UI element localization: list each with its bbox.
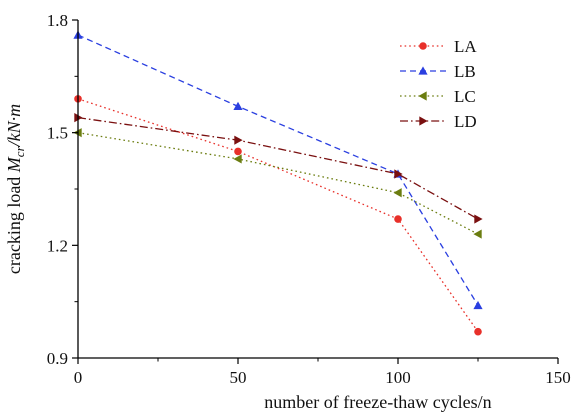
series-ld [74,113,483,224]
legend-item-la: LA [400,37,477,56]
x-tick-label: 150 [545,368,571,387]
data-point-la [394,215,402,223]
series-line-ld [77,117,479,220]
legend-marker [418,66,428,75]
y-tick-label: 1.8 [47,11,68,30]
data-point-lc [233,154,242,164]
legend-label: LA [454,37,477,56]
legend-item-lb: LB [400,62,476,81]
data-point-lb [233,101,243,111]
legend: LA LB LC LD [400,37,477,131]
y-axis-title: cracking load Mcr/kN·m [4,104,27,274]
y-tick-label: 0.9 [47,349,68,368]
legend-marker [418,91,427,101]
data-point-lc [393,188,402,198]
data-point-ld [394,169,403,179]
x-tick-label: 50 [230,368,247,387]
legend-label: LC [454,87,476,106]
data-point-lc [473,229,482,239]
data-point-ld [474,214,483,224]
axes: 0 50 100 150 0.9 1.2 1.5 1.8 [47,11,571,387]
legend-item-ld: LD [400,112,477,131]
y-tick-label: 1.5 [47,124,68,143]
legend-label: LB [454,62,476,81]
legend-marker [419,42,427,50]
series-lc [73,128,482,239]
y-tick-label: 1.2 [47,236,68,255]
plot-area [73,30,483,336]
legend-marker [419,116,428,126]
data-point-la [234,147,242,156]
series-line-lc [77,132,479,235]
data-point-la [474,327,482,336]
series-line-lb [77,34,479,306]
series-line-la [77,98,479,333]
x-axis-title: number of freeze-thaw cycles/n [264,392,491,412]
legend-label: LD [454,112,477,131]
legend-item-lc: LC [400,87,476,106]
x-tick-label: 100 [385,368,411,387]
data-point-lb [473,300,483,310]
data-point-ld [234,135,243,145]
x-tick-label: 0 [74,368,83,387]
series-la [74,95,482,336]
